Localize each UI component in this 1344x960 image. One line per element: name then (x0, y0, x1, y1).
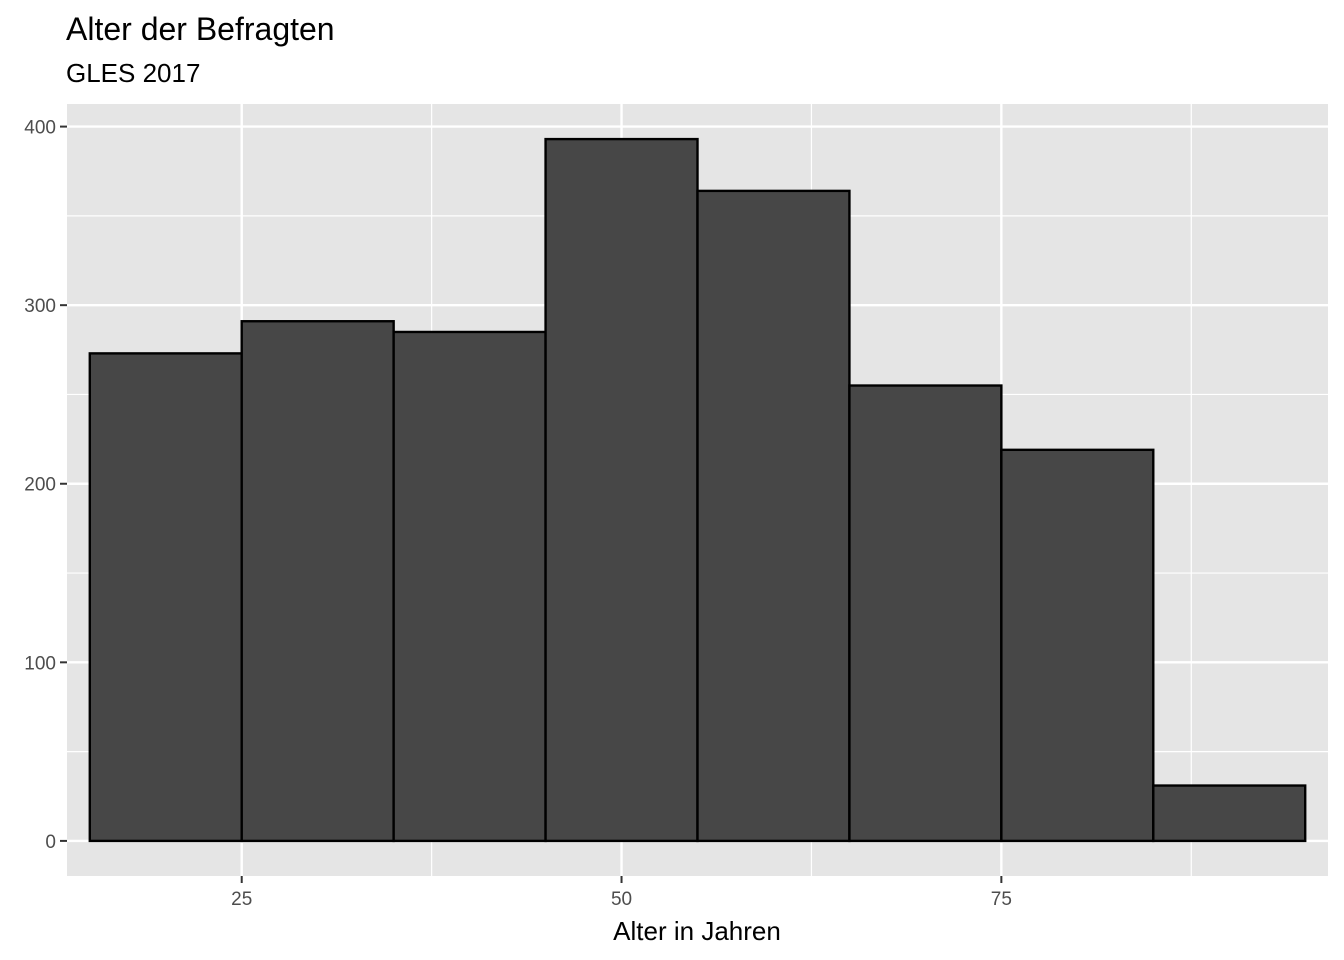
x-axis: 25 50 75 (231, 876, 1012, 910)
y-tick-label: 400 (24, 118, 56, 139)
y-tick-label: 200 (24, 475, 56, 496)
histogram-bar (88, 352, 243, 843)
x-tick-label: 25 (231, 889, 252, 910)
histogram-bar (1152, 784, 1307, 843)
x-tick-label: 50 (611, 889, 632, 910)
histogram-bars (88, 137, 1307, 843)
y-axis: 0 100 200 300 400 (24, 118, 67, 853)
chart-subtitle: GLES 2017 (66, 58, 200, 88)
x-tick-label: 75 (991, 889, 1012, 910)
y-tick-label: 100 (24, 653, 56, 674)
histogram-bar (1000, 448, 1155, 843)
histogram-bar (696, 189, 851, 843)
histogram-bar (240, 320, 395, 843)
histogram-bar (392, 330, 547, 843)
y-tick-label: 0 (45, 832, 56, 853)
chart-title: Alter der Befragten (66, 11, 335, 47)
x-axis-title: Alter in Jahren (613, 916, 781, 946)
y-tick-label: 300 (24, 296, 56, 317)
histogram-bar (848, 384, 1003, 843)
histogram-bar (544, 137, 699, 843)
